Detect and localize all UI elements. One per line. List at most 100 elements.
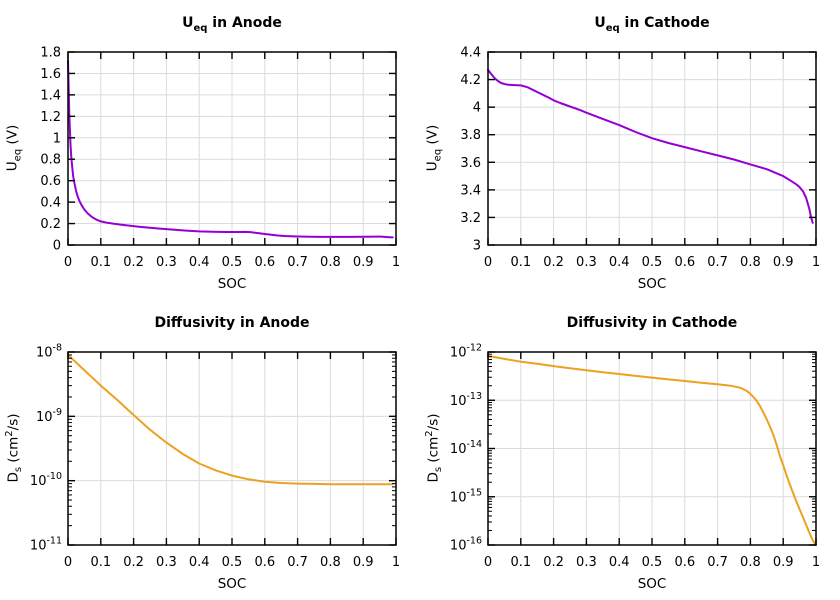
y-tick-label: 1.4 <box>40 88 61 103</box>
x-axis-label: SOC <box>217 276 247 292</box>
x-tick-label: 0.3 <box>156 255 177 270</box>
x-tick-label: 0.5 <box>642 255 663 270</box>
y-tick-label: 10-8 <box>36 343 62 361</box>
x-tick-label: 0.8 <box>740 555 761 570</box>
data-curve-diffusivity-cathode <box>487 354 817 546</box>
subplot-diffusivity-anode: 0 0.1 0.2 0.3 0.4 0.5 0.6 0.7 0.8 0.9 1 10-11 10-10 1… <box>0 300 420 600</box>
x-axis-label: SOC <box>637 276 667 292</box>
x-tick-label: 0.4 <box>189 555 210 570</box>
title-subscript: eq <box>605 22 620 34</box>
x-tick-label: 0.8 <box>320 555 341 570</box>
title-text: U <box>182 15 194 31</box>
y-tick-label: 3.2 <box>460 211 481 226</box>
x-tick-label: 0.1 <box>510 555 531 570</box>
data-curve-diffusivity-anode <box>67 353 394 486</box>
y-axis-label: Ueq (V) <box>4 124 24 172</box>
y-tick-label: 0.2 <box>40 217 61 232</box>
x-tick-label: 0.2 <box>123 555 144 570</box>
y-tick-label: 10-15 <box>450 487 482 505</box>
title-text: Diffusivity in Anode <box>154 315 310 331</box>
x-tick-label: 0.6 <box>674 555 695 570</box>
subplot-ueq-anode: 0 0.1 0.2 0.3 0.4 0.5 0.6 0.7 0.8 0.9 1 0 0.2 0.4 0.6 0… <box>0 0 420 300</box>
x-tick-label: 0.3 <box>576 555 597 570</box>
title-text: in Cathode <box>619 15 710 31</box>
x-tick-label: 0.1 <box>510 255 531 270</box>
subplot-diffusivity-cathode: 0 0.1 0.2 0.3 0.4 0.5 0.6 0.7 0.8 0.9 1 10-16 10-15 1… <box>420 300 840 600</box>
y-axis-label: Ueq (V) <box>424 124 444 172</box>
title-text: in Anode <box>207 15 282 31</box>
subplot-ueq-cathode: 0 0.1 0.2 0.3 0.4 0.5 0.6 0.7 0.8 0.9 1 3 3.2 3.4 3.6 3… <box>420 0 840 300</box>
y-tick-label: 10-11 <box>30 536 62 554</box>
y-tick-label: 1 <box>53 131 61 146</box>
chart-title: Diffusivity in Cathode <box>488 315 816 331</box>
x-tick-label: 0.3 <box>576 255 597 270</box>
x-tick-label: 0.4 <box>609 555 630 570</box>
x-tick-label: 0 <box>64 555 72 570</box>
x-tick-label: 0.3 <box>156 555 177 570</box>
y-tick-label: 1.8 <box>40 46 61 61</box>
y-tick-label: 0.8 <box>40 153 61 168</box>
plot-canvas-diffusivity-anode: 0 0.1 0.2 0.3 0.4 0.5 0.6 0.7 0.8 0.9 1 10-11 10-10 1… <box>30 343 400 571</box>
y-axis-label: Ds (cm2/s) <box>3 413 25 483</box>
data-curve-ueq-anode <box>67 59 394 239</box>
y-tick-label: 10-16 <box>450 536 482 554</box>
y-tick-label: 1.2 <box>40 110 61 125</box>
chart-title: Diffusivity in Anode <box>68 315 396 331</box>
x-tick-label: 0.1 <box>90 255 111 270</box>
x-tick-label: 0.1 <box>90 555 111 570</box>
x-tick-label: 0.7 <box>287 255 308 270</box>
y-tick-label: 3 <box>473 239 481 254</box>
y-tick-label: 4 <box>473 101 481 116</box>
title-subscript: eq <box>193 22 208 34</box>
y-tick-label: 4.4 <box>460 46 481 61</box>
y-tick-label: 10-12 <box>450 343 482 361</box>
x-tick-label: 0.6 <box>254 255 275 270</box>
y-tick-label: 10-10 <box>30 471 62 489</box>
chart-title: Ueq in Anode <box>68 15 396 34</box>
x-tick-label: 0.5 <box>642 555 663 570</box>
x-tick-label: 0.6 <box>674 255 695 270</box>
x-tick-label: 0 <box>484 255 492 270</box>
y-tick-label: 4.2 <box>460 73 481 88</box>
y-tick-label: 0.6 <box>40 174 61 189</box>
x-tick-label: 0.4 <box>189 255 210 270</box>
plot-canvas-ueq-anode: 0 0.1 0.2 0.3 0.4 0.5 0.6 0.7 0.8 0.9 1 0 0.2 0.4 0.6 0… <box>40 46 400 271</box>
x-tick-label: 0.8 <box>320 255 341 270</box>
y-tick-label: 10-13 <box>450 391 482 409</box>
x-axis-label: SOC <box>637 576 667 592</box>
y-tick-label: 3.4 <box>460 183 481 198</box>
y-tick-label: 3.8 <box>460 128 481 143</box>
x-tick-label: 0.6 <box>254 555 275 570</box>
x-tick-label: 1 <box>392 555 400 570</box>
x-tick-label: 0.9 <box>353 555 374 570</box>
x-tick-label: 0.2 <box>123 255 144 270</box>
x-tick-label: 0.2 <box>543 255 564 270</box>
y-axis-label: Ds (cm2/s) <box>423 413 445 483</box>
y-tick-label: 1.6 <box>40 67 61 82</box>
y-tick-label: 10-14 <box>450 439 482 457</box>
chart-title: Ueq in Cathode <box>488 15 816 34</box>
x-tick-label: 0.9 <box>773 255 794 270</box>
x-tick-label: 0.9 <box>353 255 374 270</box>
x-tick-label: 0.7 <box>287 555 308 570</box>
x-tick-label: 0.7 <box>707 255 728 270</box>
x-tick-label: 0.7 <box>707 555 728 570</box>
title-text: Diffusivity in Cathode <box>566 315 738 331</box>
data-curve-ueq-cathode <box>487 68 814 224</box>
x-tick-label: 0.5 <box>222 555 243 570</box>
title-text: U <box>594 15 606 31</box>
x-tick-label: 0.8 <box>740 255 761 270</box>
x-tick-label: 0 <box>484 555 492 570</box>
x-axis-label: SOC <box>217 576 247 592</box>
x-tick-label: 0 <box>64 255 72 270</box>
x-tick-label: 1 <box>812 255 820 270</box>
x-tick-label: 1 <box>812 555 820 570</box>
x-tick-label: 0.9 <box>773 555 794 570</box>
x-tick-label: 1 <box>392 255 400 270</box>
plot-canvas-diffusivity-cathode: 0 0.1 0.2 0.3 0.4 0.5 0.6 0.7 0.8 0.9 1 10-16 10-15 1… <box>450 343 820 571</box>
y-tick-label: 0 <box>53 239 61 254</box>
plot-canvas-ueq-cathode: 0 0.1 0.2 0.3 0.4 0.5 0.6 0.7 0.8 0.9 1 3 3.2 3.4 3.6 3… <box>460 46 820 271</box>
y-tick-label: 10-9 <box>36 407 62 425</box>
x-tick-label: 0.2 <box>543 555 564 570</box>
